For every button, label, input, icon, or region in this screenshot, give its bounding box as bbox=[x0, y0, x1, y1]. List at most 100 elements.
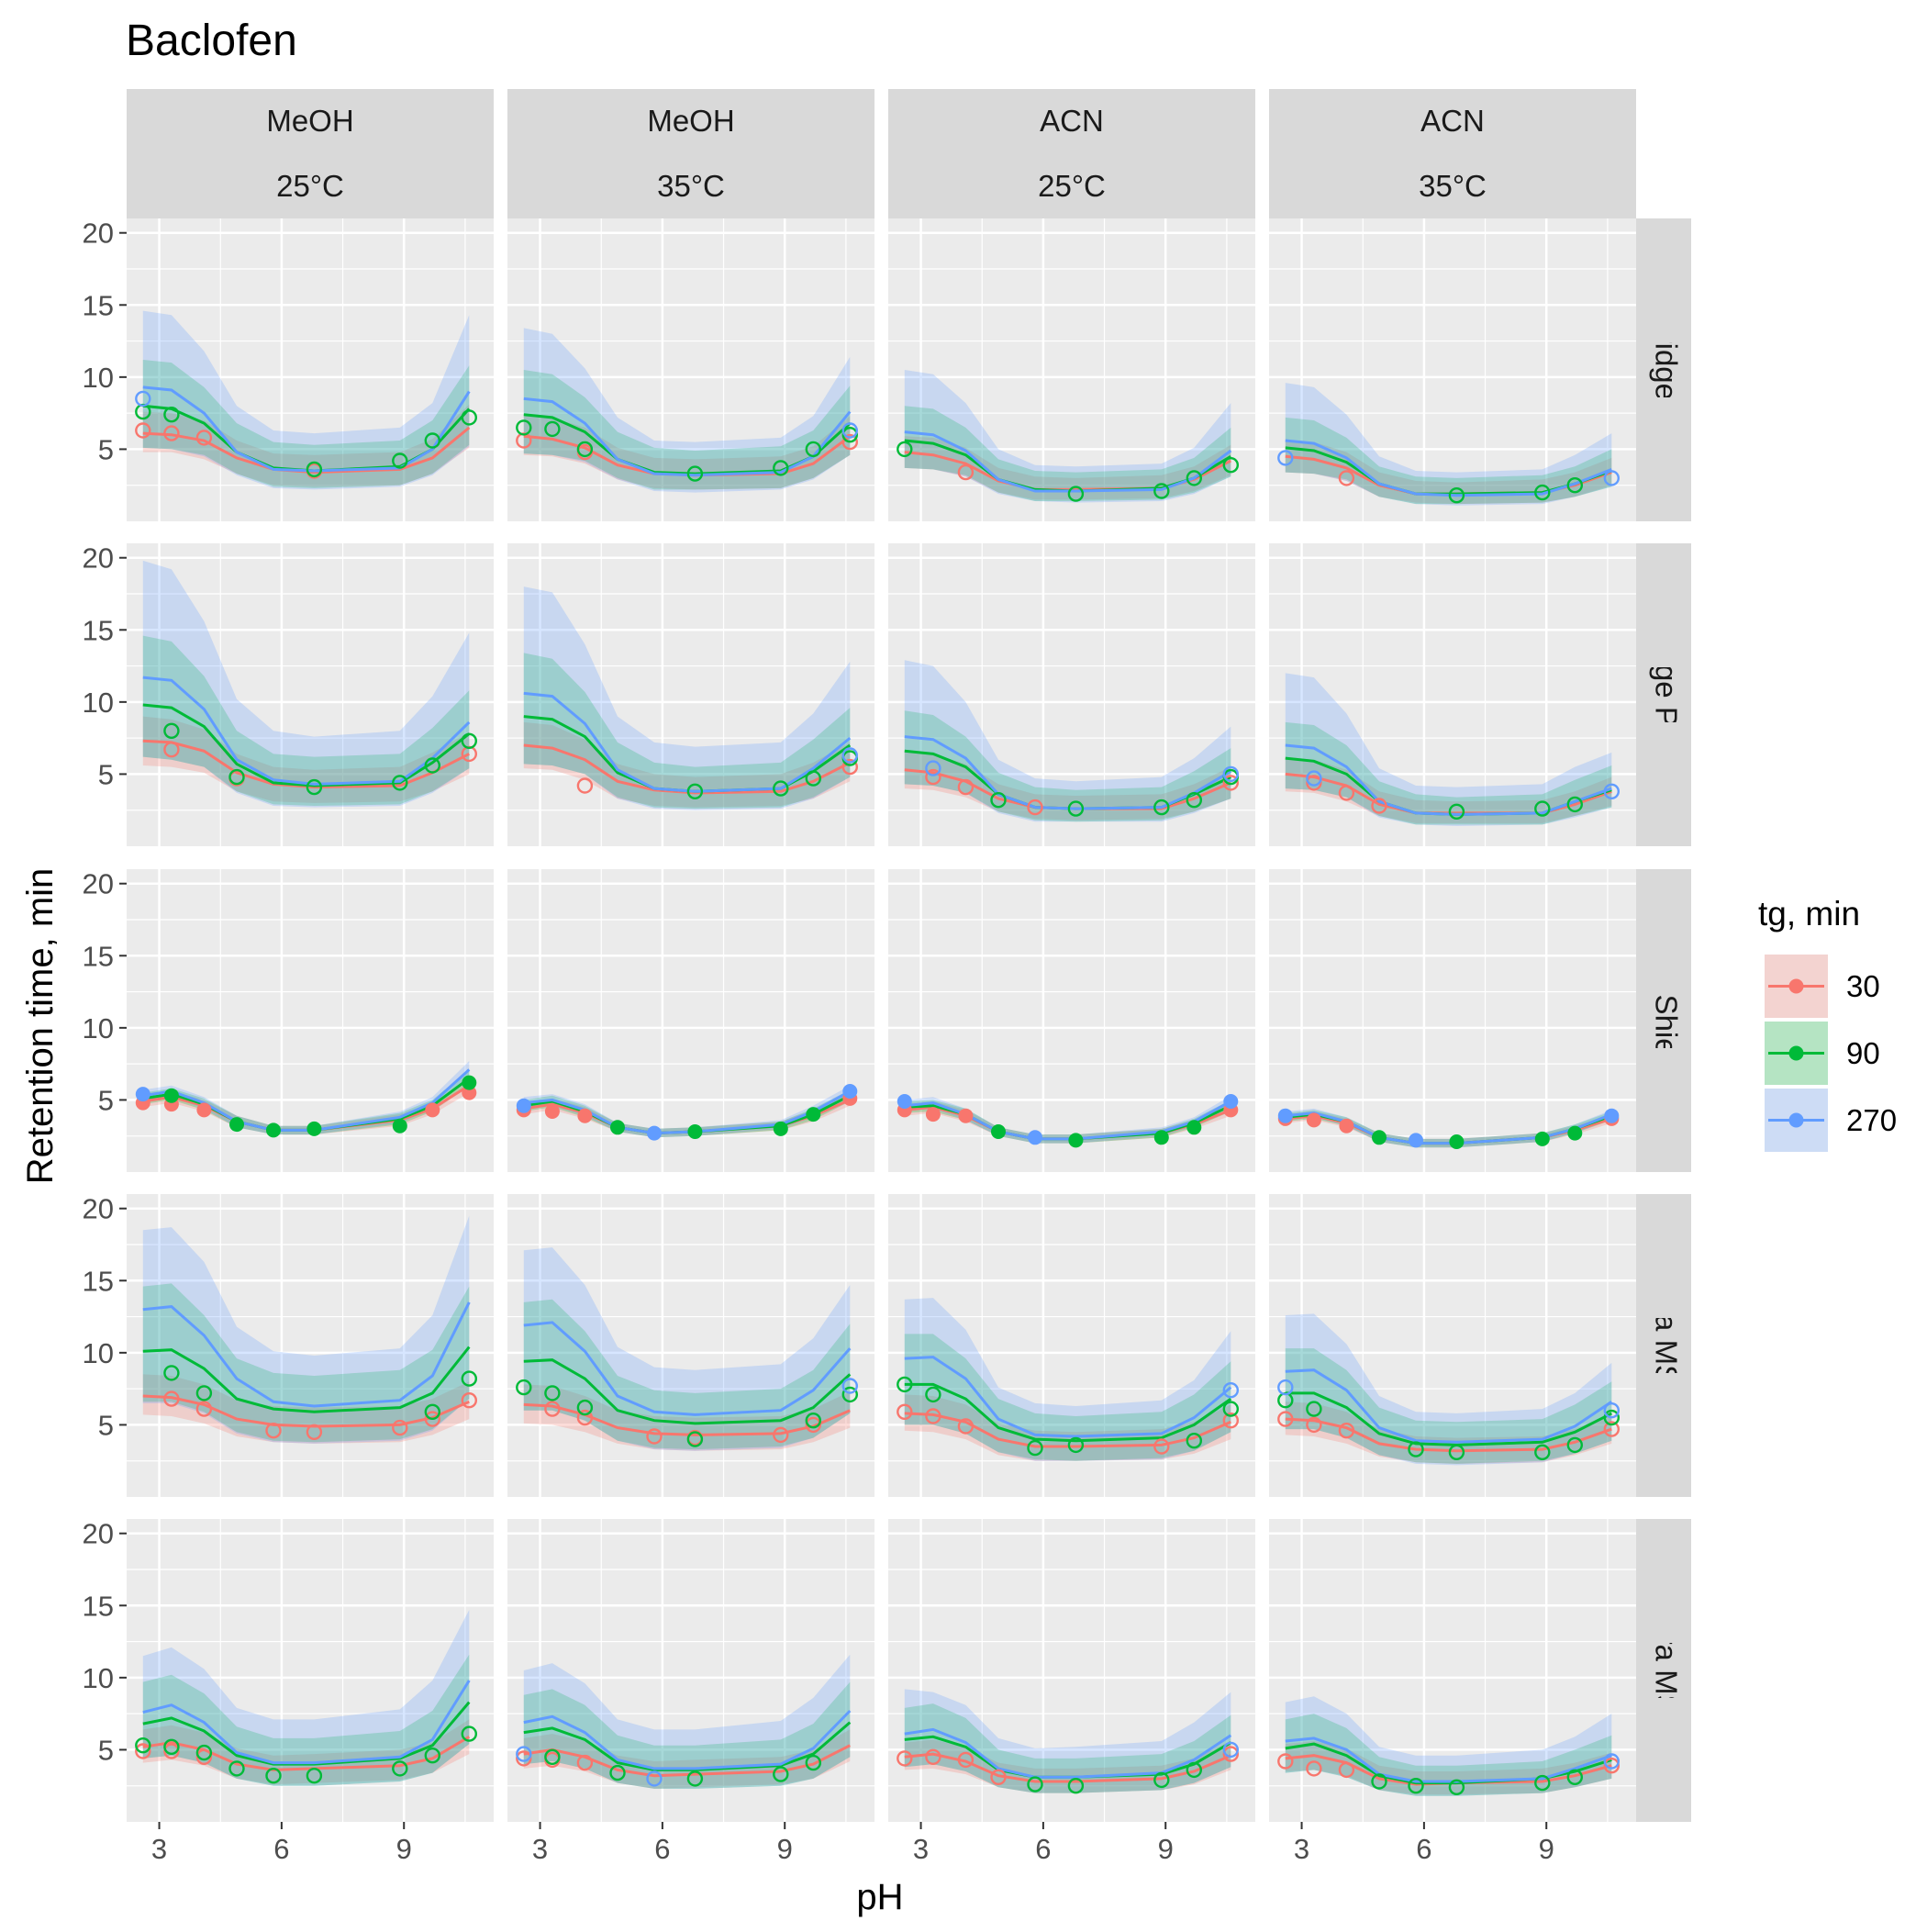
y-tick-label: 5 bbox=[98, 1409, 114, 1441]
observed-point-tg-30 bbox=[1338, 1761, 1355, 1779]
y-tick-label: 5 bbox=[98, 1084, 114, 1116]
observed-point-tg-90 bbox=[1534, 1131, 1550, 1146]
panel-xterra-ms-c8-2 bbox=[888, 1519, 1255, 1822]
observed-point-tg-30 bbox=[195, 1748, 213, 1766]
fit-line-tg-30 bbox=[523, 1402, 851, 1436]
observed-point-tg-90 bbox=[306, 1121, 322, 1136]
observed-point-tg-90 bbox=[1186, 1432, 1203, 1449]
confidence-band-tg-90 bbox=[1285, 417, 1612, 505]
observed-point-tg-270 bbox=[135, 1087, 150, 1102]
panel-xbridge-c8-1 bbox=[507, 218, 874, 521]
panel-xbridge-shield-rp18-3 bbox=[1269, 869, 1636, 1172]
confidence-band-tg-90 bbox=[142, 360, 470, 488]
observed-point-tg-30 bbox=[576, 1754, 594, 1771]
x-tick-label: 6 bbox=[1035, 1833, 1051, 1865]
observed-point-tg-90 bbox=[805, 770, 821, 787]
confidence-band-tg-270 bbox=[142, 560, 470, 808]
observed-point-tg-30 bbox=[1603, 1421, 1621, 1437]
observed-point-tg-30 bbox=[897, 1403, 913, 1421]
panel-xbridge-shield-rp18-2 bbox=[888, 869, 1255, 1172]
observed-point-tg-30 bbox=[841, 758, 858, 776]
y-tick-label: 10 bbox=[83, 1337, 114, 1369]
panel-xbridge-shield-rp18-0 bbox=[127, 869, 494, 1172]
observed-point-tg-90 bbox=[1186, 1761, 1203, 1779]
x-tick-label: 3 bbox=[532, 1833, 548, 1865]
confidence-band-tg-30 bbox=[142, 1719, 470, 1785]
observed-point-tg-30 bbox=[1338, 470, 1355, 486]
observed-point-tg-90 bbox=[424, 1747, 440, 1764]
legend-label-tg-30: 30 bbox=[1846, 969, 1880, 1003]
confidence-band-tg-90 bbox=[1285, 1348, 1612, 1464]
observed-point-tg-30 bbox=[805, 1416, 821, 1434]
observed-point-tg-270 bbox=[646, 1770, 663, 1787]
observed-point-tg-30 bbox=[424, 1411, 440, 1427]
observed-point-tg-90 bbox=[805, 441, 821, 458]
column-strip-solvent-label: ACN bbox=[1420, 104, 1485, 138]
observed-point-tg-270 bbox=[1277, 450, 1294, 466]
column-strip-3 bbox=[1269, 89, 1636, 218]
observed-point-tg-90 bbox=[686, 465, 704, 482]
observed-point-tg-270 bbox=[842, 1084, 858, 1099]
y-axis-label: Retention time, min bbox=[20, 868, 61, 1185]
observed-point-tg-90 bbox=[1371, 1773, 1387, 1790]
observed-point-tg-30 bbox=[925, 1748, 941, 1766]
confidence-band-tg-90 bbox=[523, 1681, 851, 1789]
observed-point-tg-90 bbox=[841, 1386, 858, 1403]
observed-point-tg-90 bbox=[1448, 1779, 1465, 1796]
observed-point-tg-90 bbox=[773, 780, 789, 797]
observed-point-tg-270 bbox=[647, 1125, 662, 1141]
fit-line-tg-90 bbox=[904, 1382, 1232, 1443]
row-strip-label: XTerra MS C18 bbox=[1649, 1242, 1683, 1449]
observed-point-tg-90 bbox=[1534, 1774, 1551, 1792]
observed-point-tg-90 bbox=[195, 1385, 213, 1402]
column-strip-temperature-label: 25°C bbox=[276, 169, 344, 203]
row-strip-xbridge-shield-rp18 bbox=[1636, 869, 1691, 1172]
observed-point-tg-270 bbox=[1223, 1094, 1239, 1109]
observed-point-tg-90 bbox=[1566, 1769, 1584, 1786]
panel-xbridge-c8-2 bbox=[888, 218, 1255, 521]
observed-point-tg-90 bbox=[1027, 1776, 1043, 1792]
row-strip-xterra-ms-c8 bbox=[1636, 1519, 1691, 1822]
confidence-band-tg-30 bbox=[523, 1729, 851, 1789]
observed-point-tg-270 bbox=[1222, 1741, 1240, 1759]
observed-point-tg-90 bbox=[1153, 798, 1170, 816]
observed-point-tg-90 bbox=[1222, 1401, 1240, 1417]
column-strip-0 bbox=[127, 89, 494, 218]
observed-point-tg-90 bbox=[265, 1767, 282, 1784]
observed-point-tg-30 bbox=[392, 1419, 408, 1436]
observed-point-tg-90 bbox=[1306, 1401, 1322, 1417]
observed-point-tg-90 bbox=[461, 1370, 477, 1387]
observed-point-tg-270 bbox=[1222, 765, 1240, 783]
fit-line-tg-90 bbox=[523, 1358, 852, 1425]
confidence-band-tg-270 bbox=[142, 310, 470, 490]
observed-point-tg-30 bbox=[163, 1390, 180, 1407]
observed-point-tg-30 bbox=[576, 777, 594, 794]
fit-line-tg-270 bbox=[523, 1321, 852, 1416]
observed-point-tg-30 bbox=[1371, 798, 1387, 814]
observed-point-tg-30 bbox=[1306, 1112, 1321, 1128]
panel-xbridge-shield-rp18-1 bbox=[507, 869, 874, 1172]
observed-point-tg-30 bbox=[925, 1408, 941, 1424]
observed-point-tg-30 bbox=[1306, 1416, 1322, 1434]
y-tick-label: 20 bbox=[83, 218, 114, 250]
fit-line-tg-30 bbox=[142, 1394, 470, 1428]
observed-point-tg-90 bbox=[1408, 1777, 1424, 1794]
observed-point-tg-90 bbox=[1153, 1771, 1170, 1789]
panel-xterra-ms-c8-3 bbox=[1269, 1519, 1636, 1822]
observed-point-tg-30 bbox=[957, 1751, 975, 1769]
observed-point-tg-90 bbox=[1566, 1436, 1584, 1454]
observed-point-tg-30 bbox=[163, 425, 180, 441]
observed-point-tg-90 bbox=[544, 420, 561, 438]
observed-point-tg-30 bbox=[1338, 785, 1355, 801]
observed-point-tg-30 bbox=[195, 1401, 213, 1417]
observed-point-tg-270 bbox=[1222, 1381, 1240, 1399]
confidence-band-tg-90 bbox=[904, 710, 1231, 822]
observed-point-tg-30 bbox=[1603, 1757, 1621, 1774]
observed-point-tg-90 bbox=[392, 1118, 407, 1134]
y-tick-label: 5 bbox=[98, 1734, 114, 1766]
column-strip-2 bbox=[888, 89, 1255, 218]
observed-point-tg-30 bbox=[195, 430, 213, 446]
observed-point-tg-90 bbox=[1067, 800, 1085, 817]
